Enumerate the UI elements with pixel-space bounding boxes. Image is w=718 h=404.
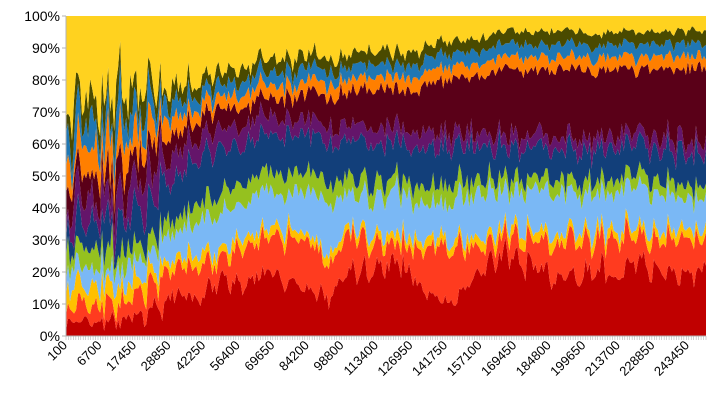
x-tick-label: 199650 — [547, 338, 588, 379]
y-tick-labels: 0% 10% 20% 30% 40% 50% 60% 70% 80% 90% 100% — [24, 8, 66, 344]
x-tick-label: 42250 — [172, 338, 208, 374]
y-tick-label: 30% — [32, 232, 60, 248]
y-tick-label: 70% — [32, 104, 60, 120]
y-tick-label: 60% — [32, 136, 60, 152]
x-tick-label: 69650 — [241, 338, 277, 374]
x-tick-label: 17450 — [103, 338, 139, 374]
x-tick-label: 84200 — [276, 338, 312, 374]
x-tick-labels: 100 6700174502885042250564006965084200988… — [44, 338, 692, 379]
y-tick-label: 40% — [32, 200, 60, 216]
y-tick-label: 0% — [40, 328, 60, 344]
x-tick-label: 126950 — [374, 338, 415, 379]
x-tick-label: 228850 — [616, 338, 657, 379]
y-tick-label: 20% — [32, 264, 60, 280]
area-series-6 — [66, 123, 706, 271]
area-series-10 — [66, 37, 706, 192]
x-tick-label: 184800 — [513, 338, 554, 379]
area-series-4 — [66, 174, 706, 302]
area-series-11 — [66, 26, 706, 177]
area-series-group — [66, 16, 706, 336]
area-series-7 — [66, 101, 706, 265]
y-tick-label: 10% — [32, 296, 60, 312]
area-series-2 — [66, 216, 706, 331]
axes-group — [65, 16, 707, 340]
x-tick-label: 6700 — [74, 338, 105, 369]
area-series-1 — [66, 237, 706, 336]
x-tick-label: 141750 — [409, 338, 450, 379]
area-series-3 — [66, 208, 706, 323]
x-tick-label: 113400 — [341, 338, 382, 379]
x-tick-label: 169450 — [478, 338, 519, 379]
y-tick-label: 50% — [32, 168, 60, 184]
area-series-8 — [66, 61, 706, 242]
area-series-5 — [66, 160, 706, 284]
y-tick-label: 100% — [24, 8, 60, 24]
y-tick-label: 90% — [32, 40, 60, 56]
x-tick-label: 28850 — [138, 338, 174, 374]
x-tick-label: 243450 — [651, 338, 692, 379]
area-series-9 — [66, 48, 706, 215]
x-tick-label: 157100 — [443, 338, 484, 379]
y-tick-label: 80% — [32, 72, 60, 88]
x-tick-label: 213700 — [582, 338, 623, 379]
x-tick-label: 56400 — [207, 338, 243, 374]
area-series-12 — [66, 16, 706, 141]
